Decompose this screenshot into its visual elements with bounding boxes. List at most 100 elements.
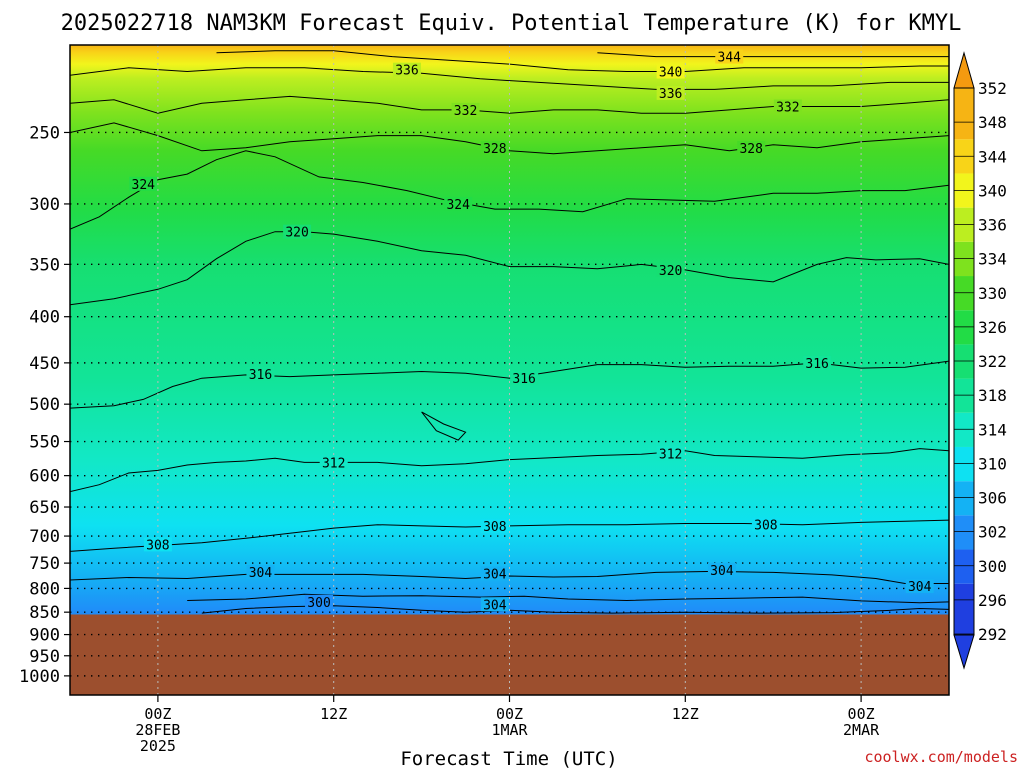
y-tick-label-550: 550 [29,433,60,453]
colorbar-segment [954,481,974,516]
colorbar-tick-label-292: 292 [978,625,1007,644]
contour-label-bg [480,140,509,155]
colorbar-tick-label-334: 334 [978,250,1007,269]
colorbar-tick-label-340: 340 [978,181,1007,200]
colorbar-tick-label-352: 352 [978,79,1007,98]
colorbar-tick-label-310: 310 [978,454,1007,473]
x-tick-label: 00Z [496,705,523,723]
contour-label-bg [656,64,685,79]
colorbar-segment [954,583,974,635]
y-tick-label-850: 850 [29,603,60,623]
contour-312 [70,448,949,493]
contour-label-308: 308 [146,538,169,553]
contour-label-320: 320 [285,226,308,241]
colorbar: 352 348 344 340 336 334 330 326 322 318 314 310 306 3… [953,51,1007,670]
x-tick-label: 00Z [144,705,171,723]
contour-label-304: 304 [483,598,507,613]
contour-332 [70,95,949,114]
contour-label-bg [751,517,780,532]
y-tick-label-1000: 1000 [19,667,60,687]
colorbar-tick-label-326: 326 [978,318,1007,337]
x-tick-label: 2MAR [843,721,880,739]
contour-label-328: 328 [483,142,506,157]
contour-label-324: 324 [132,178,156,193]
colorbar-top-arrow [953,51,975,89]
x-tick-label: 12Z [320,705,347,723]
x-tick-label: 12Z [672,705,699,723]
contour-label-320: 320 [659,264,682,279]
y-tick-label-750: 750 [29,554,60,574]
contour-label-bg [143,537,172,552]
y-tick-label-350: 350 [29,255,60,275]
colorbar-segment [954,344,974,379]
contour-label-304: 304 [908,580,932,595]
contour-label-bg [480,518,509,533]
credit-text: coolwx.com/models [864,748,1018,766]
contour-label-bg [480,597,509,612]
colorbar-tick-label-300: 300 [978,557,1007,576]
contour-label-336: 336 [395,64,418,79]
contour-label-312: 312 [322,456,345,471]
contour-label-bg [656,85,685,100]
y-tick-label-900: 900 [29,626,60,646]
y-tick-label-300: 300 [29,195,60,215]
contour-316 [70,360,949,409]
chart-title: 2025022718 NAM3KM Forecast Equiv. Potent… [61,11,962,36]
contour-label-bg [319,455,348,470]
contour-label-328: 328 [739,142,762,157]
contour-label-bg [737,140,766,155]
x-axis-label: Forecast Time (UTC) [400,748,617,768]
colorbar-segment [954,412,974,447]
contour-label-304: 304 [483,567,507,582]
x-tick-label: 1MAR [491,721,528,739]
colorbar-tick-label-302: 302 [978,523,1007,542]
contour-label-bg [305,594,334,609]
plot-area: 336 340 344 336 332 332 328 328 324 324 320 320 316 3… [70,45,949,695]
contour-304 [187,593,949,604]
contour-label-304: 304 [249,566,273,581]
contour-label-bg [656,262,685,277]
contour-label-336: 336 [659,87,682,102]
contour-label-312: 312 [659,447,682,462]
contour-label-332: 332 [454,104,477,119]
contour-label-bg [129,176,158,191]
colorbar-tick-label-314: 314 [978,420,1007,439]
contour-label-bg [905,578,934,593]
y-tick-label-800: 800 [29,579,60,599]
contour-label-bg [246,367,275,382]
contour-label-bg [773,99,802,114]
colorbar-tick-label-306: 306 [978,489,1007,508]
colorbar-segment [954,446,974,482]
contour-label-332: 332 [776,101,799,116]
contour-lines [70,50,949,614]
colorbar-tick-label-318: 318 [978,386,1007,405]
contour-label-bg [715,49,744,64]
y-tick-label-700: 700 [29,527,60,547]
contour-label-bg [392,62,421,77]
y-tick-label-950: 950 [29,647,60,667]
contour-label-304: 304 [710,564,734,579]
contour-label-300: 300 [307,596,330,611]
contour-label-340: 340 [659,66,682,81]
colorbar-tick-label-344: 344 [978,147,1007,166]
colorbar-segment [954,378,974,413]
colorbar-tick-label-336: 336 [978,216,1007,235]
x-tick-label: 00Z [848,705,875,723]
contour-label-bg [803,355,832,370]
contour-label-bg [510,371,539,386]
contour-label-bg [451,102,480,117]
contour-label-316: 316 [805,357,828,372]
y-tick-label-400: 400 [29,308,60,328]
contour-label-bg [283,224,312,239]
contour-340 [216,50,949,72]
y-tick-label-250: 250 [29,123,60,143]
contour-label-316: 316 [249,368,272,383]
colorbar-segment [954,88,974,140]
contour-label-324: 324 [446,198,470,213]
x-tick-label: 2025 [140,737,176,755]
contour-304 [70,570,949,584]
contour-label-308: 308 [483,520,506,535]
contour-328 [70,122,949,155]
